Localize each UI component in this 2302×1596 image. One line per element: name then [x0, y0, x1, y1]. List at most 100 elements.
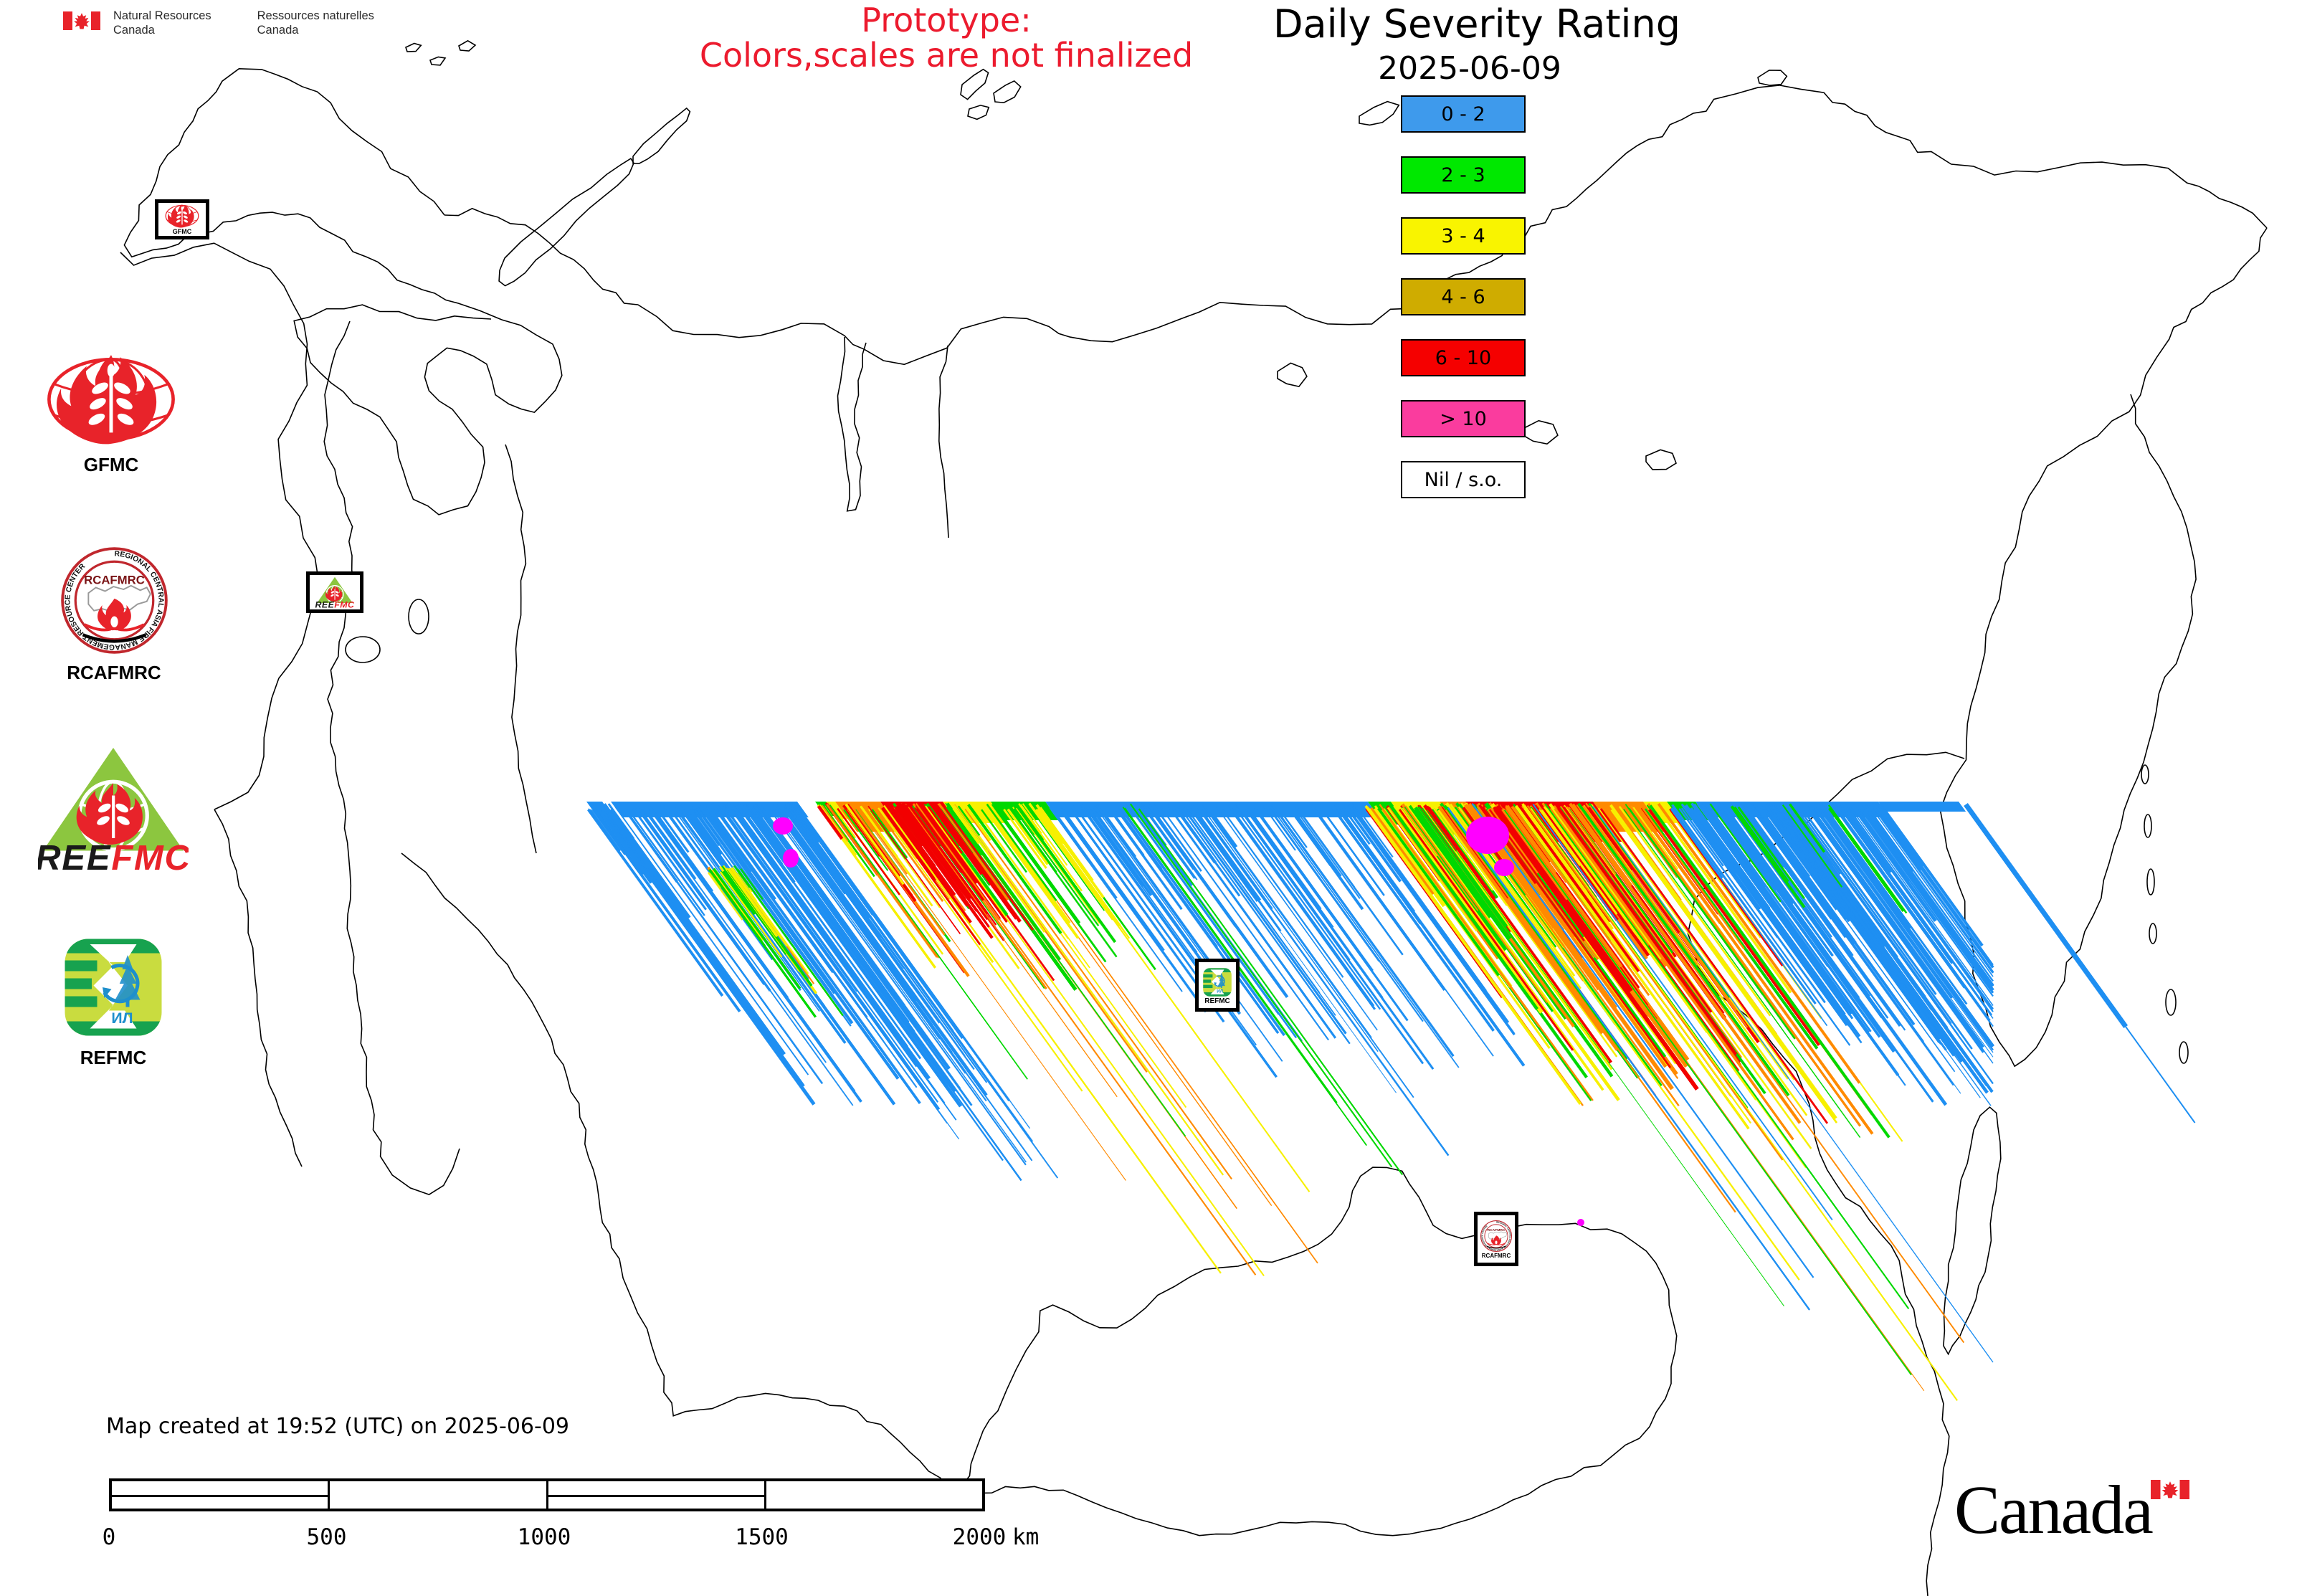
- severity-streak: [602, 803, 786, 1055]
- severity-streak: [1189, 806, 1397, 1093]
- severity-streak: [1019, 804, 1042, 835]
- coastline-path: [1522, 419, 1559, 445]
- org-refmc-label: REFMC: [80, 1047, 147, 1068]
- severity-streak: [772, 803, 933, 1026]
- severity-streak: [1787, 805, 1949, 1028]
- severity-streak: [1153, 804, 1202, 872]
- severity-streak: [1050, 807, 1090, 862]
- severity-streak: [721, 865, 786, 955]
- severity-streak: [1513, 807, 1650, 997]
- severity-streak: [700, 804, 900, 1080]
- severity-streak: [1848, 807, 1994, 1009]
- coastline-path: [938, 345, 949, 538]
- refmc-logo-icon: [1202, 966, 1233, 998]
- severity-streak: [619, 803, 679, 883]
- severity-streak: [783, 809, 846, 895]
- org-gfmc: GFMC: [43, 353, 179, 476]
- severity-streak: [1815, 806, 1994, 1053]
- severity-streak: [845, 803, 905, 885]
- severity-streak: [708, 868, 766, 947]
- severity-streak: [1120, 808, 1286, 1037]
- severity-streak: [1751, 805, 1952, 1083]
- severity-streak: [915, 807, 985, 901]
- legend-item: 3 - 4: [1401, 217, 1526, 255]
- severity-streak: [1138, 808, 1404, 1176]
- severity-streak: [837, 807, 900, 896]
- severity-streak: [1733, 806, 1789, 883]
- severity-streak: [1751, 804, 1961, 1094]
- severity-streak: [736, 868, 844, 1017]
- severity-streak: [1495, 804, 1633, 993]
- severity-streak: [967, 804, 1062, 934]
- severity-streak: [1749, 803, 1847, 939]
- severity-streak: [1864, 804, 1914, 873]
- severity-streak: [1123, 807, 1338, 1103]
- severity-streak: [1457, 806, 1800, 1281]
- severity-streak: [925, 807, 959, 853]
- severity-streak: [1737, 806, 1805, 899]
- severity-streak: [1640, 807, 1719, 915]
- severity-streak: [705, 806, 921, 1104]
- severity-extreme-blob: [783, 849, 799, 868]
- severity-streak: [1087, 807, 1153, 897]
- severity-streak: [675, 809, 718, 866]
- org-gfmc-label: GFMC: [83, 454, 139, 475]
- severity-streak: [1204, 807, 1414, 1098]
- severity-streak: [1035, 809, 1131, 939]
- severity-streak: [1517, 808, 1750, 1130]
- severity-streak: [882, 802, 972, 925]
- severity-streak: [1471, 803, 1815, 1278]
- severity-streak: [1235, 802, 1351, 961]
- severity-streak: [716, 809, 885, 1042]
- severity-streak: [1013, 808, 1100, 926]
- severity-streak: [1782, 804, 1843, 888]
- severity-streak: [1132, 804, 1193, 887]
- severity-streak: [1022, 803, 1068, 866]
- island-outline: [2144, 814, 2152, 838]
- severity-streak: [882, 806, 936, 880]
- scale-tick-label: 1500: [735, 1524, 789, 1550]
- severity-streak: [1313, 806, 1494, 1057]
- severity-streak: [1563, 804, 1812, 1149]
- severity-streak: [1372, 807, 1446, 908]
- severity-streak: [1875, 804, 1994, 969]
- coastline-path: [960, 68, 989, 100]
- severity-streak: [615, 807, 809, 1075]
- severity-streak: [1794, 807, 1959, 1036]
- severity-streak: [914, 807, 963, 874]
- severity-streak: [1840, 804, 1993, 1016]
- map-marker-gfmc: GFMC: [155, 199, 209, 239]
- severity-streak: [1387, 807, 1478, 932]
- severity-raster-layer: [586, 802, 2196, 1402]
- severity-streak: [883, 804, 1222, 1274]
- coastline-path: [123, 67, 503, 320]
- severity-streak: [712, 868, 802, 989]
- severity-streak: [1680, 807, 1724, 867]
- coastline-path: [1939, 227, 2268, 1068]
- severity-streak: [1215, 806, 1378, 1031]
- severity-streak: [925, 805, 1265, 1276]
- severity-streak: [1822, 809, 1994, 1048]
- severity-extreme-blob: [773, 817, 793, 835]
- coastline-path: [405, 42, 422, 52]
- severity-streak: [1408, 804, 1492, 918]
- severity-streak: [1718, 803, 1860, 999]
- island-outline: [2149, 923, 2157, 944]
- severity-streak: [1417, 806, 1614, 1078]
- severity-streak: [1182, 807, 1347, 1035]
- severity-streak: [1690, 802, 1861, 1037]
- severity-streak: [1597, 807, 1795, 1080]
- severity-streak: [1587, 807, 1680, 934]
- severity-streak: [1814, 807, 1954, 999]
- severity-streak: [1015, 804, 1117, 944]
- severity-streak: [1632, 807, 1679, 870]
- severity-streak: [1086, 807, 1144, 887]
- severity-streak: [1873, 804, 1922, 871]
- severity-streak: [1206, 808, 1372, 1038]
- severity-streak: [1827, 804, 1908, 914]
- severity-streak: [718, 805, 960, 1140]
- severity-streak: [991, 803, 1107, 963]
- scale-tick-label: 1000: [517, 1524, 571, 1550]
- severity-streak: [1562, 806, 1713, 1013]
- severity-streak: [707, 872, 743, 921]
